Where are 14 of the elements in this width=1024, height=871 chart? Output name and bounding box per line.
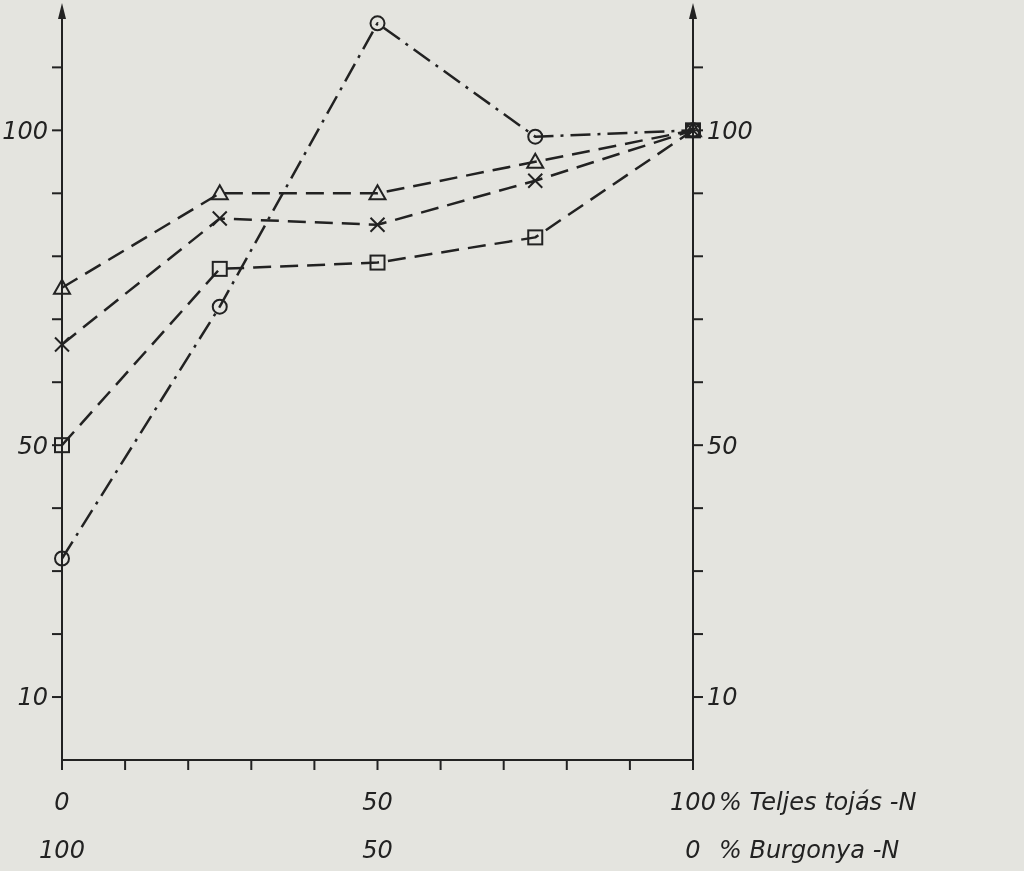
y2-tick-label: 50 (707, 431, 738, 460)
y2-tick-label: 100 (707, 116, 753, 145)
x-tick-label: 50 (362, 788, 393, 816)
x2-tick-label: 100 (39, 836, 85, 864)
y-tick-label: 50 (17, 431, 48, 460)
y-tick-label: 10 (17, 683, 48, 712)
x2-tick-label: 0 (685, 836, 701, 864)
x2-tick-label: 50 (362, 836, 393, 864)
y-tick-label: 100 (2, 116, 48, 145)
x-axis-title: % Teljes tojás -N (719, 788, 917, 816)
x2-axis-title: % Burgonya -N (719, 836, 900, 864)
y2-tick-label: 10 (707, 683, 738, 712)
x-tick-label: 100 (670, 788, 716, 816)
x-tick-label: 0 (54, 788, 70, 816)
